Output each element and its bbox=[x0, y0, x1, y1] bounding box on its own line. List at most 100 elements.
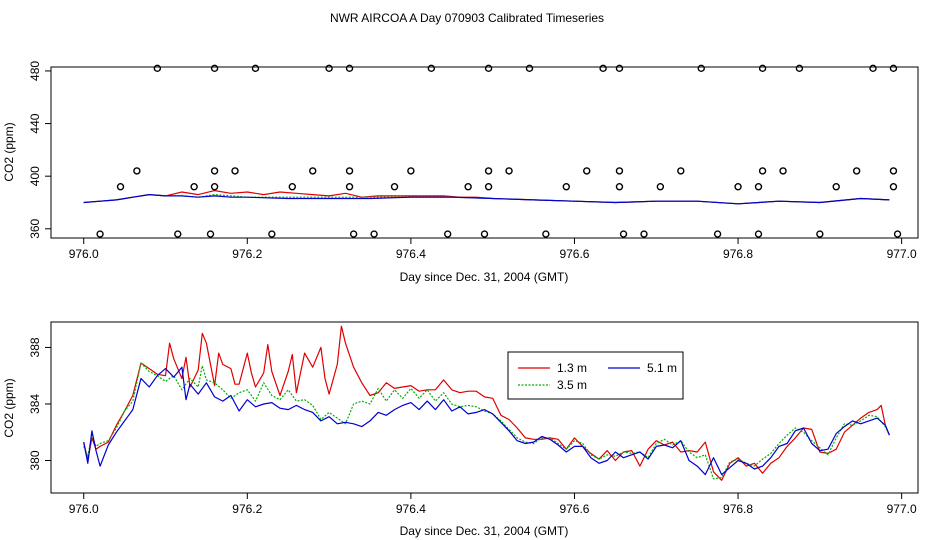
bottom-x-tick-label: 976.8 bbox=[723, 502, 753, 516]
top-calibration-point bbox=[615, 64, 624, 73]
bottom-x-tick-label: 976.4 bbox=[396, 502, 426, 516]
bottom-x-tick-label: 976.0 bbox=[69, 502, 99, 516]
top-calibration-point bbox=[640, 230, 648, 238]
top-calibration-point bbox=[133, 167, 141, 175]
top-calibration-point bbox=[816, 230, 824, 238]
top-calibration-point bbox=[852, 167, 861, 175]
top-calibration-point bbox=[210, 182, 219, 191]
bottom-series-group bbox=[83, 325, 890, 481]
bottom-y-tick-label: 380 bbox=[28, 450, 42, 470]
bottom-series-5-1-m bbox=[83, 366, 890, 476]
bottom-y-tick-label: 388 bbox=[28, 337, 42, 357]
top-calibration-point bbox=[190, 182, 198, 191]
top-calibration-point bbox=[484, 182, 493, 191]
top-calibration-point bbox=[210, 64, 219, 73]
top-calibration-point bbox=[484, 64, 493, 73]
legend-label-1-3m: 1.3 m bbox=[557, 361, 587, 375]
chart-title: NWR AIRCOA A Day 070903 Calibrated Times… bbox=[330, 11, 604, 25]
top-calibration-point bbox=[390, 182, 399, 191]
top-calibration-point bbox=[309, 167, 317, 175]
top-calibration-point bbox=[889, 64, 898, 73]
bottom-y-axis-label: CO2 (ppm) bbox=[2, 378, 16, 437]
top-y-axis-label: CO2 (ppm) bbox=[2, 122, 16, 181]
top-calibration-point bbox=[758, 64, 767, 73]
top-y-tick-label: 400 bbox=[28, 166, 42, 186]
top-calibration-point bbox=[370, 230, 378, 238]
bottom-y-axis: 380 384 388 bbox=[28, 337, 51, 471]
top-calibration-point bbox=[795, 64, 804, 73]
top-x-tick-label: 976.8 bbox=[723, 247, 753, 261]
top-calibration-point bbox=[832, 182, 840, 191]
top-calibration-point bbox=[615, 182, 624, 191]
top-calibration-point bbox=[697, 64, 705, 73]
top-x-tick-label: 976.4 bbox=[396, 247, 426, 261]
top-calibration-point bbox=[251, 64, 260, 73]
top-calibration-point bbox=[599, 64, 607, 73]
top-calibration-point bbox=[153, 64, 162, 73]
top-calibration-point bbox=[734, 182, 742, 191]
top-panel: 976.0 976.2 976.4 976.6 976.8 977.0 360 400 440… bbox=[2, 61, 919, 284]
top-calibration-point bbox=[615, 167, 624, 175]
top-calibration-point bbox=[116, 182, 125, 191]
top-calibration-point bbox=[325, 64, 333, 73]
top-calibration-point bbox=[206, 230, 215, 238]
top-y-tick-label: 360 bbox=[28, 218, 42, 238]
top-calibration-point bbox=[349, 230, 358, 238]
top-calibration-point bbox=[677, 167, 685, 175]
bottom-panel: 976.0 976.2 976.4 976.6 976.8 977.0 380 384 388… bbox=[2, 321, 919, 538]
top-x-tick-label: 976.2 bbox=[232, 247, 262, 261]
top-calibration-point bbox=[889, 182, 898, 191]
top-plot-frame bbox=[50, 66, 919, 239]
top-calibration-point bbox=[174, 230, 182, 238]
top-series-group bbox=[83, 64, 902, 238]
bottom-series-1-3-m bbox=[83, 325, 890, 481]
bottom-x-axis-label: Day since Dec. 31, 2004 (GMT) bbox=[400, 524, 569, 538]
top-y-tick-label: 480 bbox=[28, 61, 42, 81]
legend-label-5-1m: 5.1 m bbox=[647, 361, 677, 375]
top-calibration-point bbox=[268, 230, 276, 238]
top-calibration-point bbox=[583, 167, 591, 175]
top-calibration-point bbox=[480, 230, 489, 238]
top-calibration-point bbox=[779, 167, 787, 175]
top-x-axis: 976.0 976.2 976.4 976.6 976.8 977.0 bbox=[69, 238, 917, 261]
legend: 1.3 m 5.1 m 3.5 m bbox=[507, 351, 684, 400]
top-x-tick-label: 976.6 bbox=[559, 247, 589, 261]
bottom-x-tick-label: 977.0 bbox=[887, 502, 917, 516]
top-y-axis: 360 400 440 480 bbox=[28, 61, 51, 239]
top-calibration-point bbox=[525, 64, 534, 73]
top-calibration-point bbox=[231, 167, 239, 175]
top-x-tick-label: 977.0 bbox=[887, 247, 917, 261]
top-x-tick-label: 976.0 bbox=[69, 247, 99, 261]
top-calibration-point bbox=[210, 167, 219, 175]
bottom-x-tick-label: 976.2 bbox=[232, 502, 262, 516]
bottom-plot-frame bbox=[50, 321, 919, 494]
top-calibration-point bbox=[656, 182, 665, 191]
legend-label-3-5m: 3.5 m bbox=[557, 378, 587, 392]
top-calibration-point bbox=[619, 230, 628, 238]
top-calibration-point bbox=[345, 182, 354, 191]
top-calibration-point bbox=[562, 182, 570, 191]
top-calibration-point bbox=[345, 167, 354, 175]
top-calibration-point bbox=[893, 230, 902, 238]
bottom-series-3-5-m bbox=[83, 362, 890, 480]
top-calibration-point bbox=[345, 64, 354, 73]
top-calibration-point bbox=[713, 230, 722, 238]
top-series-5-1-m bbox=[83, 194, 890, 205]
bottom-x-tick-label: 976.6 bbox=[559, 502, 589, 516]
top-calibration-point bbox=[505, 167, 513, 175]
top-calibration-point bbox=[754, 182, 763, 191]
top-calibration-point bbox=[758, 167, 767, 175]
bottom-y-tick-label: 384 bbox=[28, 394, 42, 414]
top-calibration-point bbox=[427, 64, 436, 73]
top-calibration-point bbox=[96, 230, 104, 238]
bottom-x-axis: 976.0 976.2 976.4 976.6 976.8 977.0 bbox=[69, 493, 917, 516]
top-calibration-point bbox=[754, 230, 763, 238]
top-calibration-point bbox=[464, 182, 472, 191]
top-calibration-point bbox=[407, 167, 415, 175]
top-calibration-point bbox=[443, 230, 452, 238]
top-calibration-point bbox=[484, 167, 493, 175]
top-y-tick-label: 440 bbox=[28, 113, 42, 133]
top-calibration-point bbox=[288, 182, 296, 191]
top-calibration-point bbox=[869, 64, 877, 73]
